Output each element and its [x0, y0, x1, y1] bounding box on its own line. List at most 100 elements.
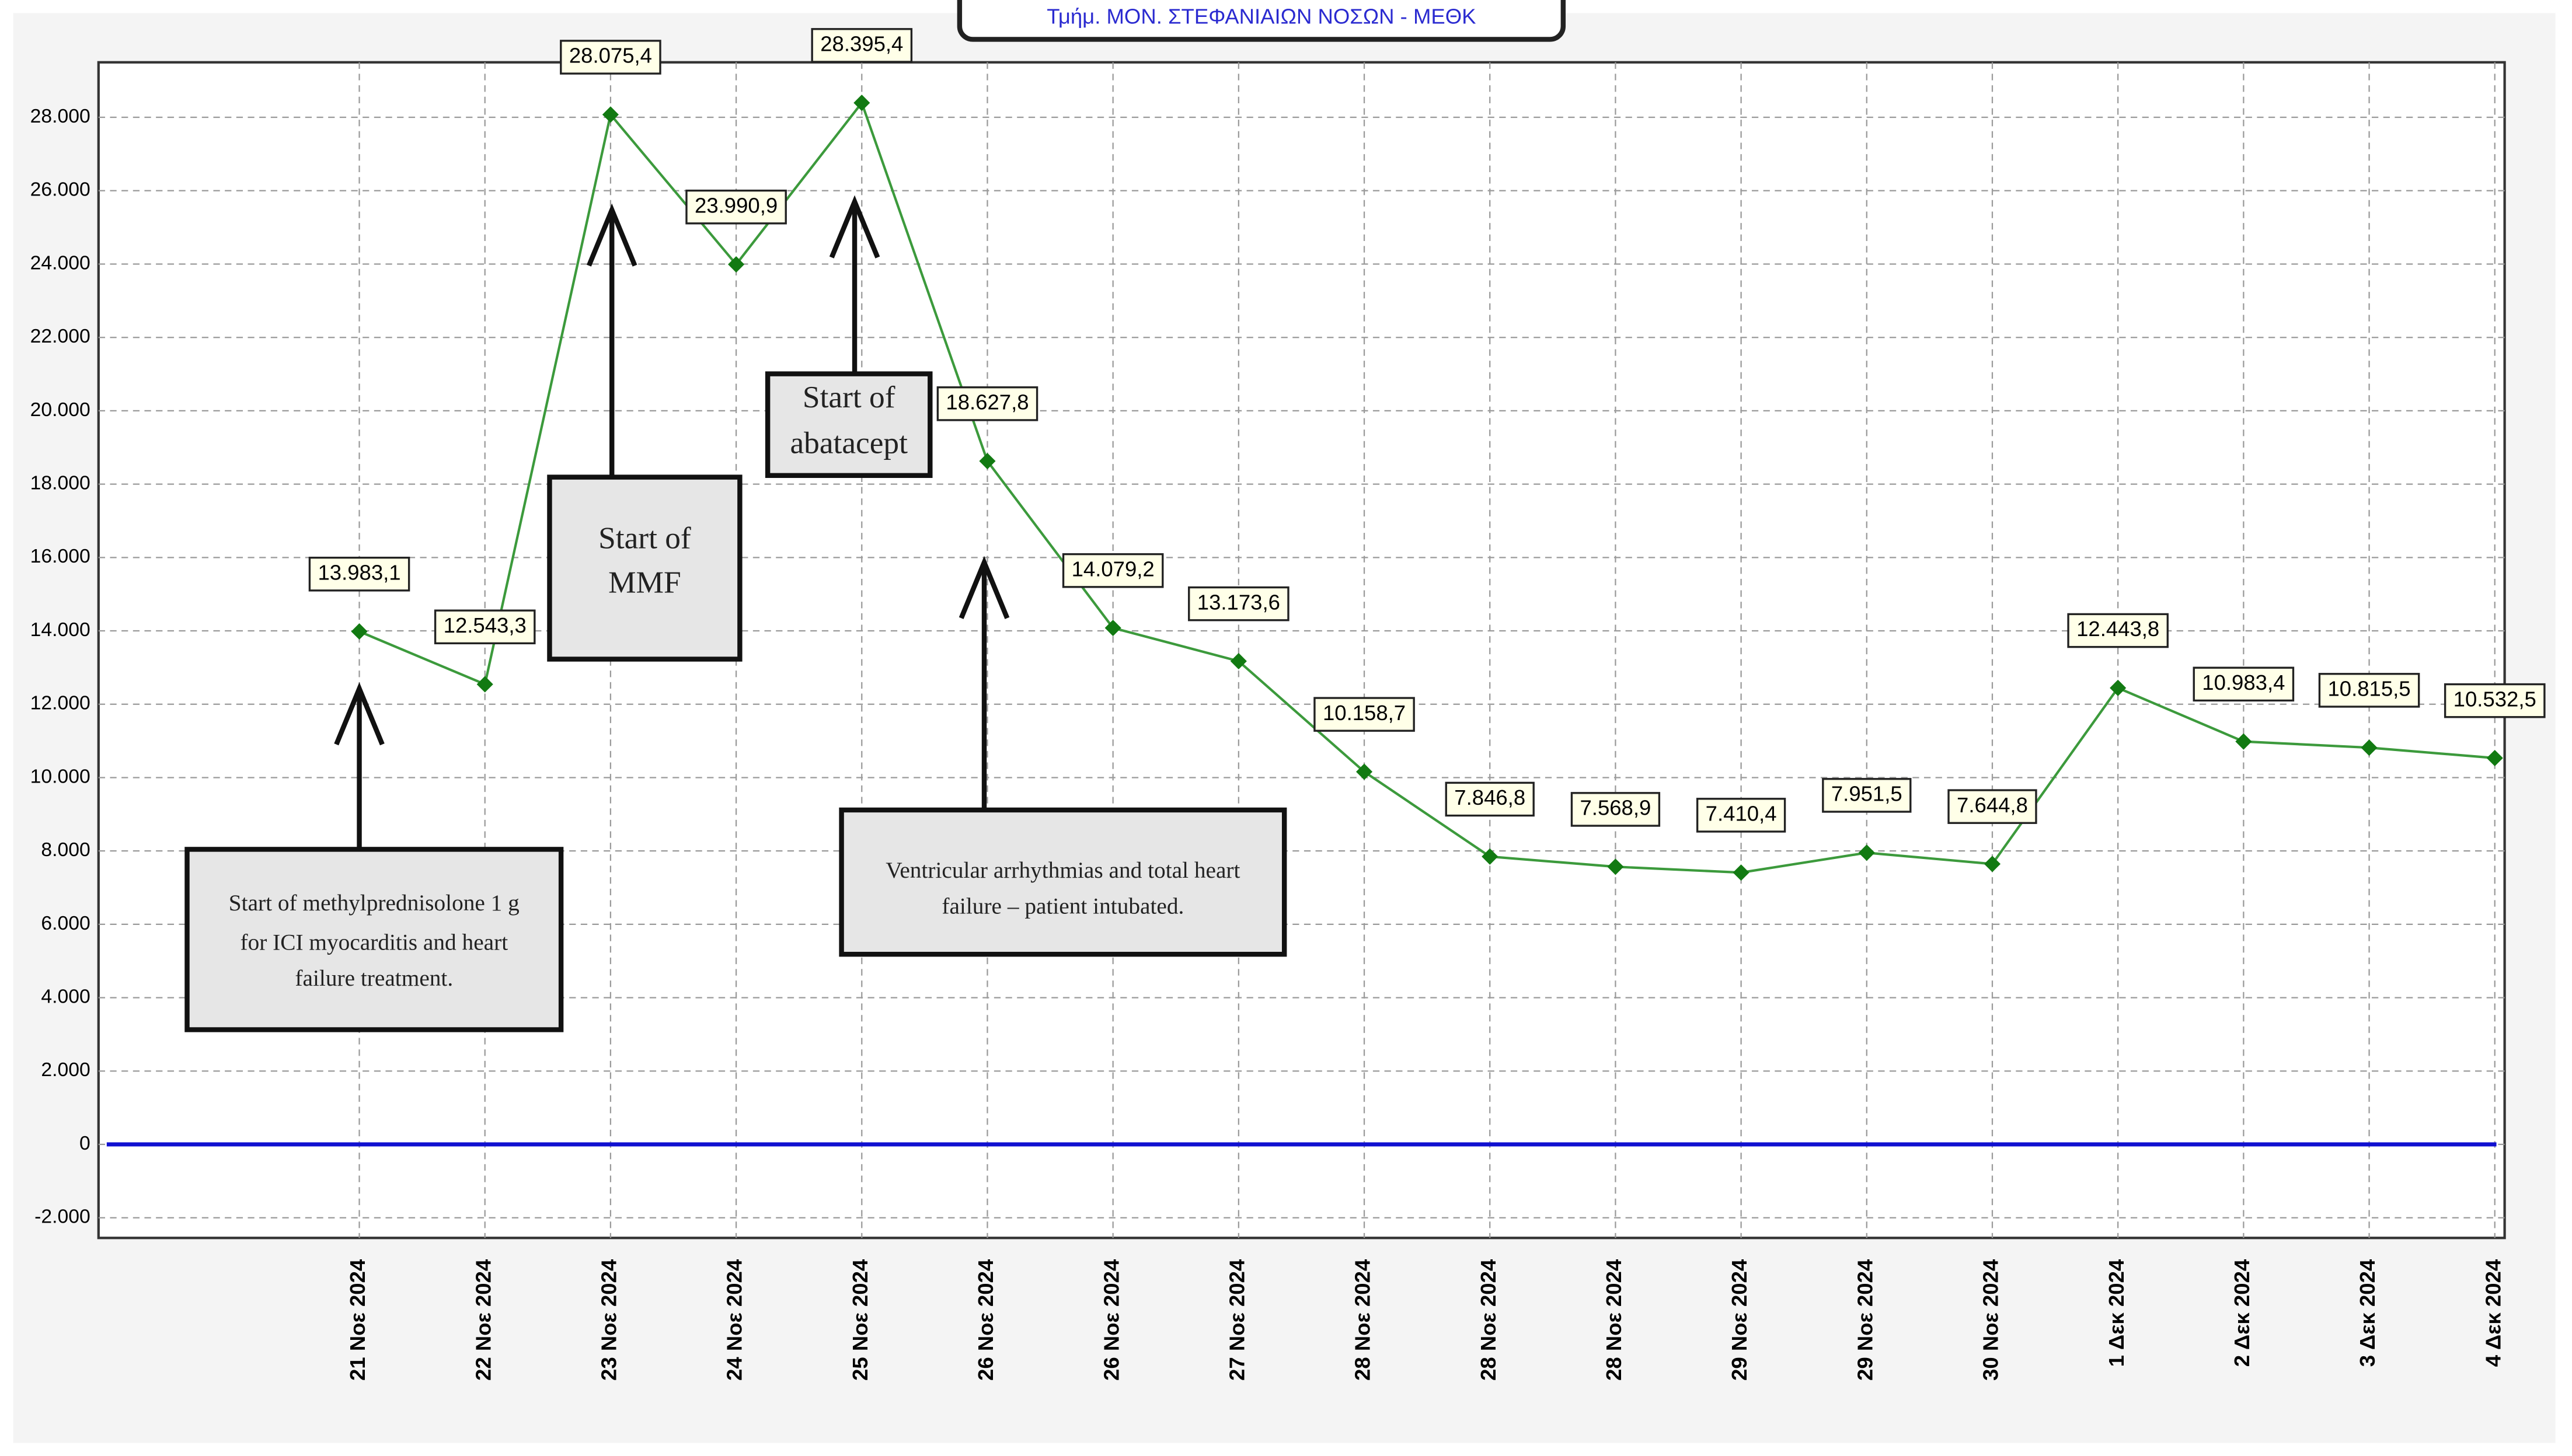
- x-tick-label: 1 Δεκ 2024: [2104, 1259, 2128, 1367]
- data-point: [2486, 749, 2503, 767]
- value-label: 23.990,9: [695, 193, 778, 217]
- data-point: [1858, 844, 1875, 861]
- data-point: [853, 95, 870, 111]
- annotation-text: Start of methylprednisolone 1 g: [229, 890, 520, 916]
- value-label: 12.543,3: [444, 613, 527, 637]
- value-label: 13.173,6: [1197, 590, 1280, 614]
- x-tick-label: 27 Νοε 2024: [1225, 1259, 1249, 1381]
- value-label-box: [1188, 586, 1290, 621]
- data-point: [1607, 858, 1624, 875]
- value-label-box: [936, 386, 1038, 421]
- annotation-text: MMF: [608, 564, 681, 599]
- header-box: [957, 0, 1566, 42]
- y-tick-label: 16.000: [30, 545, 90, 567]
- x-tick-label: 26 Νοε 2024: [974, 1259, 998, 1381]
- value-label: 7.568,9: [1580, 796, 1651, 820]
- value-label: 14.079,2: [1072, 557, 1155, 581]
- x-tick-label: 28 Νοε 2024: [1351, 1259, 1375, 1381]
- value-label-box: [560, 40, 661, 75]
- value-label-box: [685, 189, 787, 225]
- y-tick-label: 26.000: [30, 179, 90, 201]
- annotation-text: abatacept: [790, 425, 908, 460]
- x-tick-label: 22 Νοε 2024: [471, 1259, 495, 1381]
- value-label-box: [308, 556, 410, 592]
- x-tick-label: 21 Νοε 2024: [346, 1259, 370, 1381]
- data-point: [2110, 679, 2127, 696]
- value-label: 10.983,4: [2202, 671, 2285, 694]
- annotation-text: Ventricular arrhythmias and total heart: [886, 857, 1240, 883]
- data-point: [1104, 620, 1121, 637]
- x-tick-label: 2 Δεκ 2024: [2230, 1259, 2254, 1367]
- y-tick-label: 10.000: [30, 765, 90, 787]
- x-tick-label: 26 Νοε 2024: [1099, 1259, 1123, 1381]
- x-tick-label: 29 Νοε 2024: [1727, 1259, 1751, 1381]
- value-label: 10.532,5: [2453, 687, 2536, 711]
- x-tick-label: 25 Νοε 2024: [848, 1259, 872, 1381]
- x-tick-label: 24 Νοε 2024: [723, 1259, 747, 1381]
- value-label: 7.410,4: [1706, 802, 1777, 826]
- value-label-box: [1570, 792, 1661, 827]
- plot-area: [97, 61, 2506, 1239]
- x-tick-label: 30 Νοε 2024: [1979, 1259, 2003, 1381]
- value-label: 28.395,4: [820, 32, 903, 56]
- x-tick-label: 3 Δεκ 2024: [2355, 1259, 2379, 1367]
- annotation-text: Start of: [803, 379, 895, 414]
- data-line: [358, 100, 2495, 874]
- value-label-box: [1947, 789, 2037, 824]
- y-tick-label: 2.000: [41, 1059, 90, 1081]
- x-tick-label: 28 Νοε 2024: [1602, 1259, 1626, 1381]
- x-tick-label: 29 Νοε 2024: [1853, 1259, 1877, 1381]
- header-title: Τμήμ. ΜΟΝ. ΣΤΕΦΑΝΙΑΙΩΝ ΝΟΣΩΝ - ΜΕΘΚ: [1047, 5, 1476, 29]
- data-point: [1984, 856, 2001, 872]
- value-label-box: [1822, 778, 1912, 813]
- value-label-box: [1445, 781, 1535, 817]
- data-point: [351, 623, 368, 640]
- y-tick-label: 14.000: [30, 619, 90, 641]
- y-tick-label: 6.000: [41, 912, 90, 934]
- value-label-box: [434, 609, 536, 645]
- y-tick-label: 8.000: [41, 839, 90, 861]
- annotation-box: [839, 807, 1287, 957]
- value-label-box: [2318, 673, 2420, 708]
- annotation-text: Start of: [598, 520, 691, 555]
- data-point: [602, 106, 619, 123]
- data-point: [979, 453, 996, 470]
- annotation-box: [765, 371, 933, 479]
- annotation-arrowhead: [829, 195, 880, 259]
- annotation-arrowhead: [959, 556, 1010, 619]
- y-tick-label: 22.000: [30, 325, 90, 347]
- data-point: [1482, 848, 1498, 865]
- annotation-arrowhead: [334, 682, 385, 746]
- value-label: 7.644,8: [1957, 793, 2028, 817]
- y-tick-label: 0: [79, 1132, 90, 1154]
- value-label: 10.158,7: [1323, 701, 1406, 725]
- annotation-text: failure treatment.: [295, 965, 453, 991]
- value-label-box: [2444, 683, 2546, 718]
- value-label: 12.443,8: [2076, 617, 2159, 641]
- value-label-box: [1062, 553, 1164, 588]
- value-label-box: [811, 28, 913, 63]
- value-label: 7.846,8: [1454, 785, 1525, 809]
- value-label-box: [2067, 613, 2169, 648]
- y-tick-label: 24.000: [30, 252, 90, 274]
- x-tick-label: 4 Δεκ 2024: [2481, 1259, 2505, 1367]
- y-tick-label: 12.000: [30, 692, 90, 714]
- value-label: 13.983,1: [318, 560, 400, 584]
- y-tick-label: 18.000: [30, 472, 90, 494]
- value-label: 7.951,5: [1831, 782, 1902, 806]
- y-tick-label: 4.000: [41, 986, 90, 1008]
- value-label-box: [1313, 697, 1415, 732]
- value-label: 18.627,8: [946, 390, 1029, 414]
- annotation-box: [184, 847, 564, 1032]
- annotation-text: for ICI myocarditis and heart: [240, 929, 508, 955]
- value-label: 10.815,5: [2327, 677, 2410, 701]
- annotation-box: [547, 474, 743, 662]
- x-tick-label: 28 Νοε 2024: [1476, 1259, 1500, 1381]
- data-point: [1733, 864, 1749, 881]
- y-tick-label: 28.000: [30, 105, 90, 127]
- y-tick-label: -2.000: [34, 1206, 90, 1228]
- value-label: 28.075,4: [569, 44, 652, 68]
- data-point: [1355, 763, 1373, 780]
